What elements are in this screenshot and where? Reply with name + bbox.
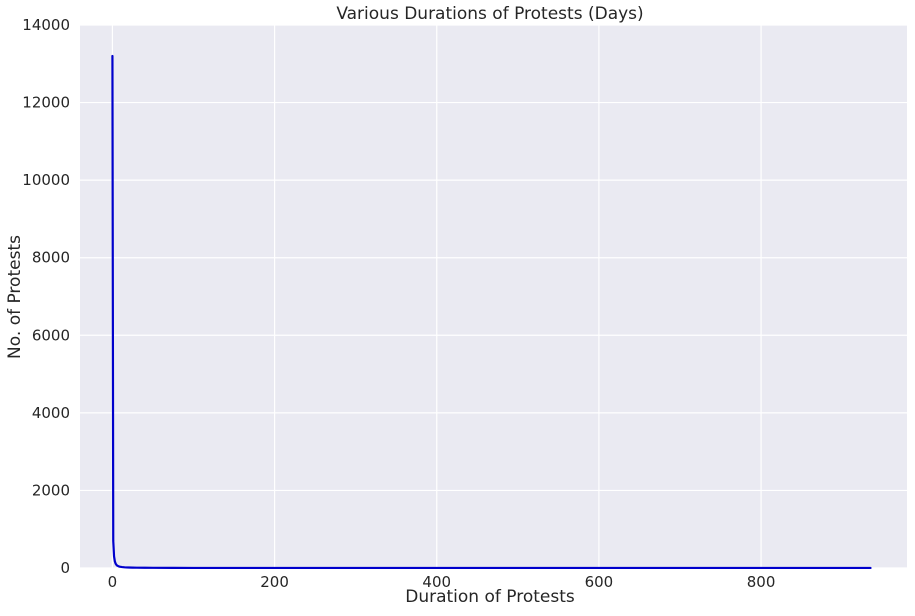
x-axis-label: Duration of Protests — [405, 587, 575, 607]
y-tick-label: 4000 — [32, 404, 70, 422]
y-axis-label: No. of Protests — [5, 235, 25, 359]
x-tick-label: 600 — [585, 573, 614, 591]
y-tick-label: 14000 — [22, 16, 70, 34]
x-tick-label: 200 — [260, 573, 289, 591]
y-tick-label: 12000 — [22, 94, 70, 112]
x-tick-label: 0 — [108, 573, 118, 591]
series-layer — [111, 54, 872, 570]
chart-title: Various Durations of Protests (Days) — [336, 4, 643, 24]
y-axis-ticks: 0 2000 4000 6000 8000 10000 12000 14000 — [22, 16, 70, 577]
series-line — [111, 54, 872, 570]
x-tick-label: 800 — [747, 573, 776, 591]
x-axis-ticks: 0 200 400 600 800 — [108, 573, 776, 591]
y-tick-label: 10000 — [22, 171, 70, 189]
plot-area — [80, 25, 907, 568]
y-tick-label: 0 — [60, 559, 70, 577]
y-tick-label: 8000 — [32, 249, 70, 267]
y-tick-label: 2000 — [32, 481, 70, 499]
y-tick-label: 6000 — [32, 326, 70, 344]
x-tick-label: 400 — [422, 573, 451, 591]
